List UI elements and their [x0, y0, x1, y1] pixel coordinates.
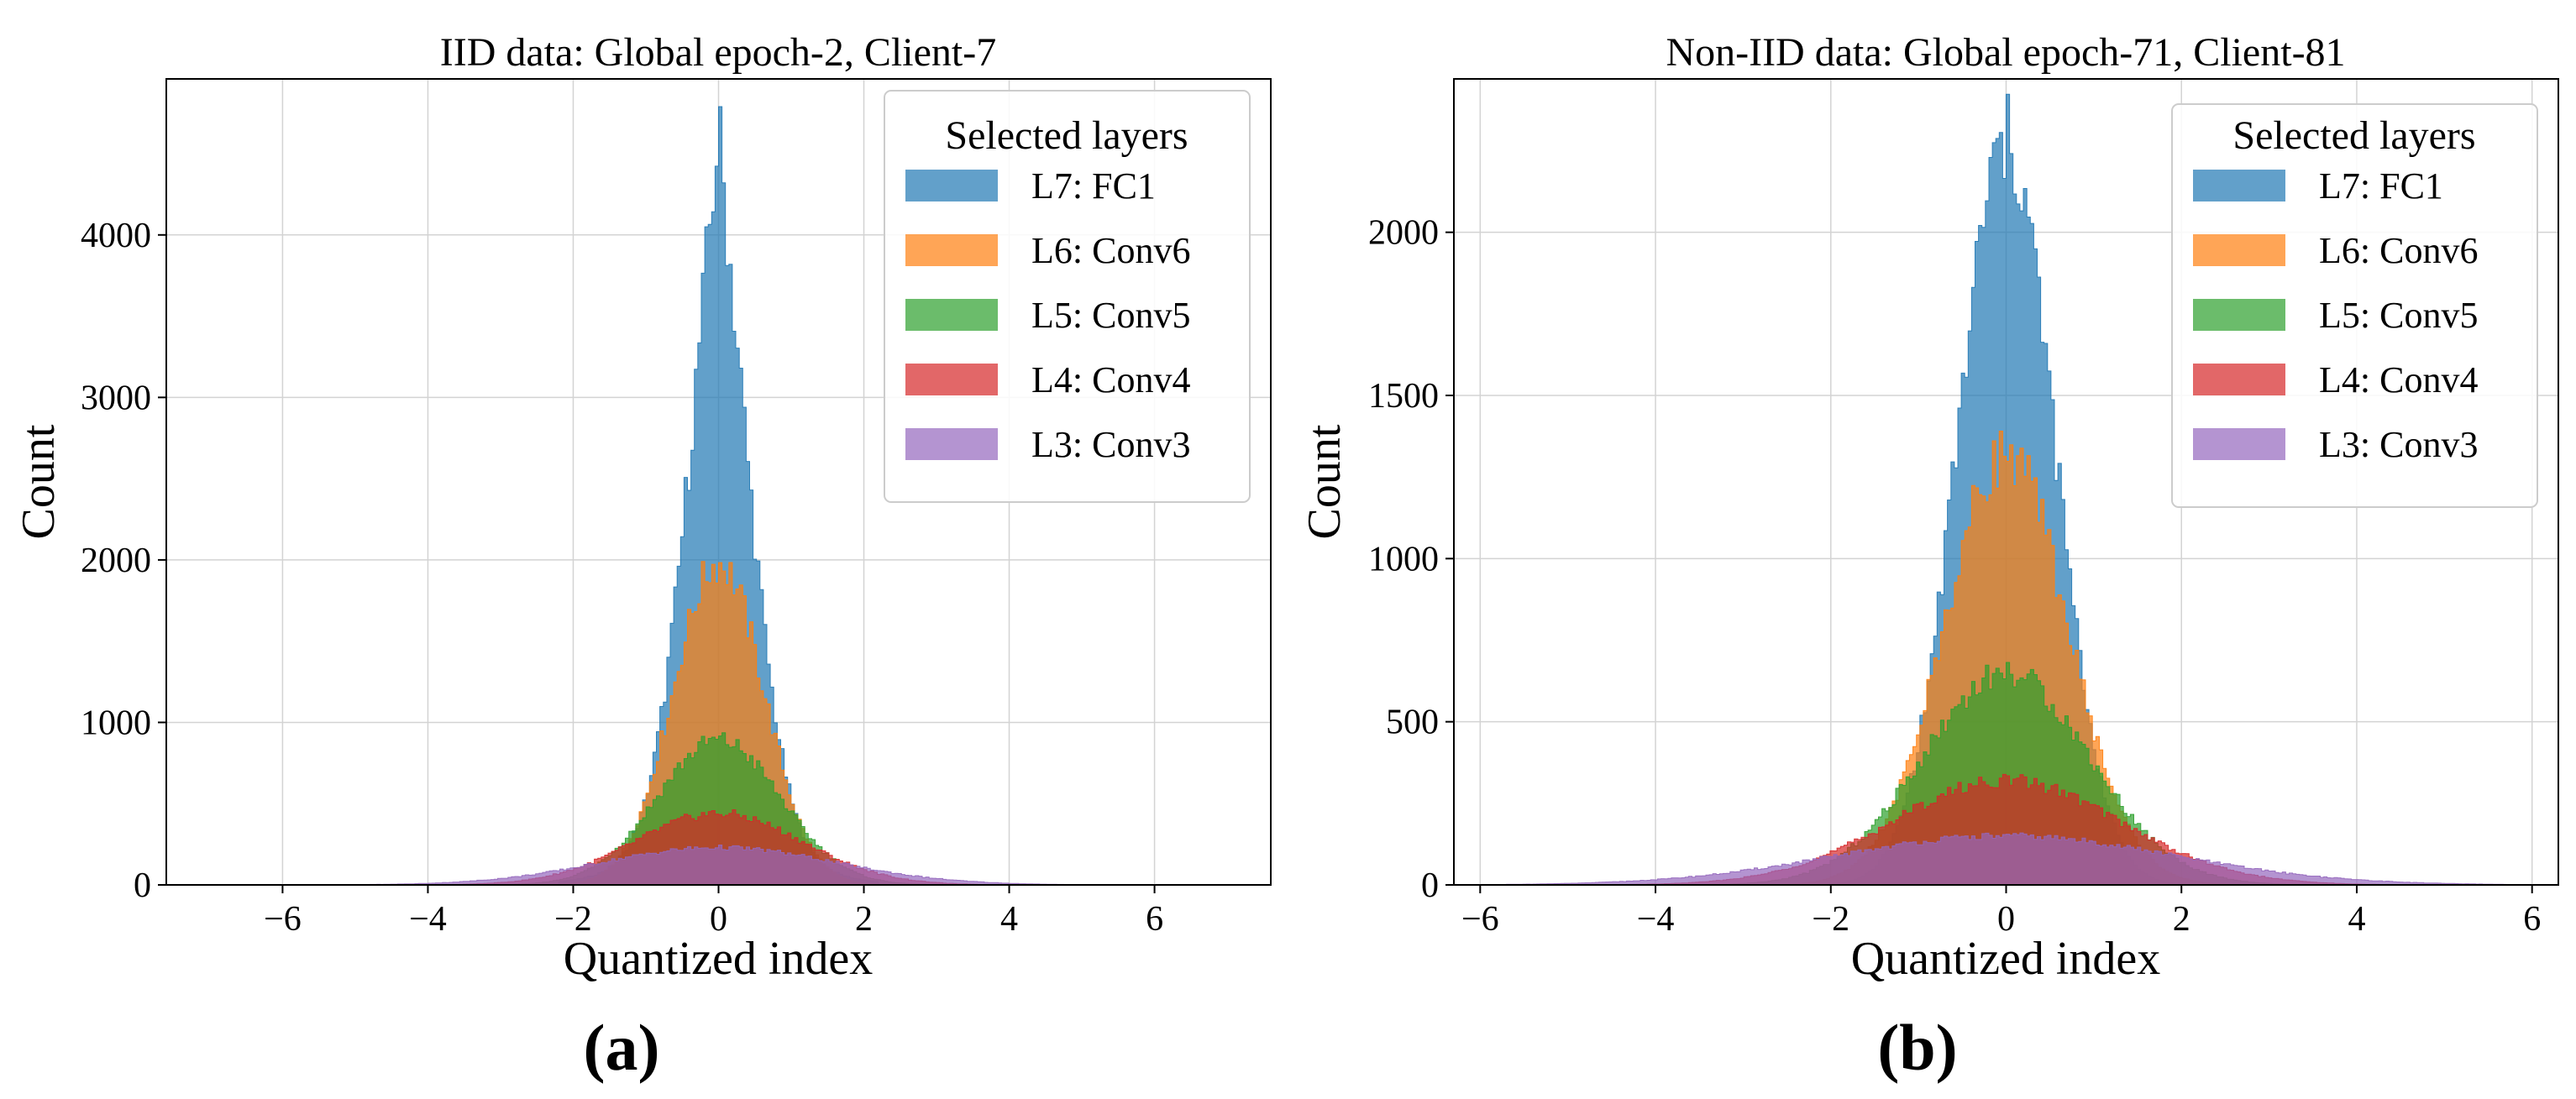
legend-swatch: [2193, 234, 2285, 266]
y-tick-label: 3000: [81, 379, 151, 417]
x-axis-ticks: −6 −4 −2 0 2 4 6: [264, 885, 1163, 939]
legend-swatch: [2193, 170, 2285, 201]
histogram-bars: [1506, 93, 2506, 886]
legend-swatch: [2193, 428, 2285, 460]
legend: Selected layers L7: FC1 L6: Conv6 L5: Conv…: [884, 90, 1251, 503]
x-tick-label: 4: [1000, 900, 1018, 939]
legend-label: L4: Conv4: [1031, 359, 1190, 400]
panel-a: IID data: Global epoch-2, Client-7 −6 −4−…: [13, 30, 1272, 1084]
x-tick-label: 2: [855, 900, 873, 939]
x-tick-label: −6: [1461, 900, 1499, 939]
x-tick-label: −6: [264, 900, 302, 939]
x-tick-label: −2: [554, 900, 592, 939]
chart-title: IID data: Global epoch-2, Client-7: [440, 30, 996, 75]
legend-label: L5: Conv5: [2319, 295, 2478, 336]
panel-label: (b): [1877, 1011, 1957, 1084]
legend-label: L7: FC1: [1031, 165, 1156, 207]
histogram-series-5: [282, 845, 1155, 886]
y-axis-ticks: 0 500 1000 1500 2000: [1368, 214, 1454, 905]
y-tick-label: 2000: [1368, 214, 1439, 253]
legend-swatch: [905, 299, 998, 331]
y-tick-label: 0: [134, 866, 151, 905]
legend: Selected layers L7: FC1 L6: Conv6 L5: Conv…: [2171, 103, 2538, 508]
histogram-bars: [282, 106, 1155, 886]
y-tick-label: 500: [1386, 704, 1439, 742]
y-tick-label: 1000: [81, 704, 151, 742]
legend-label: L4: Conv4: [2319, 359, 2478, 400]
legend-label: L7: FC1: [2319, 165, 2443, 207]
legend-items: L7: FC1 L6: Conv6 L5: Conv5 L4: Conv4 L3: Co…: [905, 165, 1190, 465]
legend-title: Selected layers: [2232, 113, 2475, 158]
legend-label: L3: Conv3: [1031, 424, 1190, 465]
y-axis-label: Count: [1298, 424, 1351, 539]
y-tick-label: 0: [1421, 866, 1439, 905]
panel-label: (a): [584, 1011, 660, 1084]
legend-box: [2171, 103, 2538, 508]
y-tick-label: 4000: [81, 217, 151, 255]
x-tick-label: −2: [1812, 900, 1849, 939]
legend-items: L7: FC1 L6: Conv6 L5: Conv5 L4: Conv4 L3: Co…: [2193, 165, 2478, 465]
x-tick-label: 6: [2523, 900, 2541, 939]
chart-title: Non-IID data: Global epoch-71, Client-81: [1666, 30, 2345, 75]
y-tick-label: 1000: [1368, 540, 1439, 578]
legend-label: L6: Conv6: [2319, 230, 2478, 271]
x-tick-label: 0: [1997, 900, 2015, 939]
y-tick-label: 1500: [1368, 377, 1439, 416]
legend-label: L6: Conv6: [1031, 230, 1190, 271]
legend-title: Selected layers: [945, 113, 1188, 158]
legend-label: L5: Conv5: [1031, 295, 1190, 336]
panel-b: Non-IID data: Global epoch-71, Client-81…: [1298, 30, 2559, 1084]
y-axis-label: Count: [13, 424, 65, 539]
y-axis-ticks: 0 1000 2000 3000 4000: [81, 217, 166, 905]
legend-swatch: [905, 170, 998, 201]
x-tick-label: 2: [2173, 900, 2190, 939]
x-tick-label: 0: [710, 900, 727, 939]
x-tick-label: −4: [409, 900, 447, 939]
legend-swatch: [2193, 299, 2285, 331]
legend-swatch: [905, 234, 998, 266]
legend-swatch: [905, 428, 998, 460]
x-axis-ticks: −6 −4 −2 0 2 4 6: [1461, 885, 2541, 939]
x-tick-label: 4: [2348, 900, 2365, 939]
x-axis-label: Quantized index: [1851, 933, 2161, 985]
x-tick-label: 6: [1146, 900, 1163, 939]
histogram-series-5: [1506, 832, 2506, 886]
y-tick-label: 2000: [81, 542, 151, 580]
x-tick-label: −4: [1637, 900, 1675, 939]
legend-swatch: [905, 364, 998, 395]
legend-swatch: [2193, 364, 2285, 395]
x-axis-label: Quantized index: [564, 933, 874, 985]
legend-label: L3: Conv3: [2319, 424, 2478, 465]
